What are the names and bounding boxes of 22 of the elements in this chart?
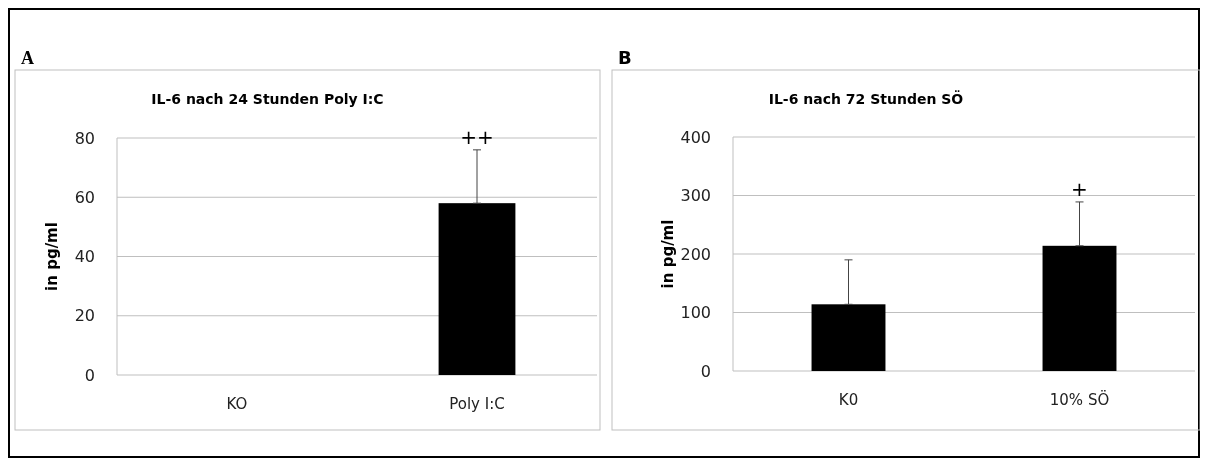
annotation: +: [1071, 176, 1088, 201]
y-tick-label: 40: [74, 247, 95, 267]
y-tick-label: 80: [74, 128, 95, 148]
chart-title: IL-6 nach 72 Stunden SÖ: [768, 90, 964, 107]
text: B: [618, 47, 632, 68]
chart-title: IL-6 nach 24 Stunden Poly I:C: [151, 91, 384, 107]
x-tick-label: K0: [838, 391, 859, 409]
y-axis-title: in pg/ml: [43, 222, 61, 291]
x-tick-label: KO: [226, 395, 248, 413]
text: A: [21, 48, 34, 68]
annotation: ++: [460, 124, 494, 149]
y-tick-label: 20: [74, 306, 95, 326]
y-tick-label: 300: [680, 186, 711, 206]
x-tick-label: Poly I:C: [449, 395, 505, 413]
y-tick-label: 100: [680, 303, 711, 323]
y-tick-label: 0: [700, 361, 711, 381]
y-tick-label: 400: [680, 127, 711, 147]
x-tick-label: 10% SÖ: [1049, 390, 1110, 409]
y-tick-label: 60: [74, 187, 95, 207]
y-tick-label: 200: [680, 244, 711, 264]
y-tick-label: 0: [84, 365, 95, 385]
y-axis-title: in pg/ml: [659, 219, 677, 289]
